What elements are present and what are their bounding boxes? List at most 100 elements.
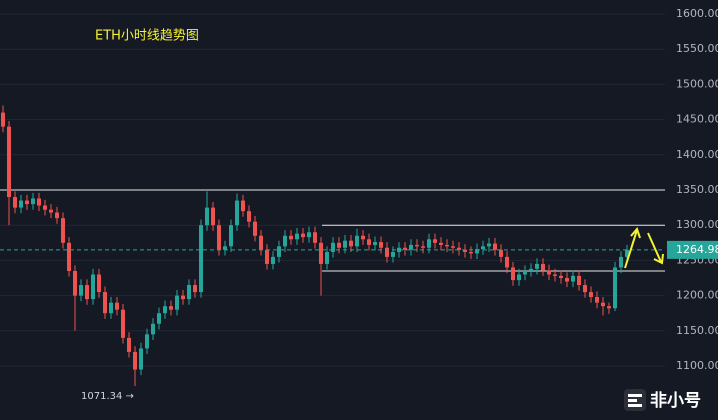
y-tick-label: 1550.00 [676,42,718,55]
y-tick-label: 1200.00 [676,289,718,302]
candle-body [439,242,443,245]
candle-body [247,211,251,222]
candle-body [517,274,521,281]
candle-body [475,249,479,254]
candle-body [205,207,209,226]
candle-body [1,112,5,127]
candle-body [55,212,59,219]
candle-body [577,275,581,286]
candle-body [97,274,101,293]
candle-body [175,295,179,310]
candle-body [265,249,269,264]
candle-body [127,337,131,352]
candle-body [505,256,509,268]
candle-body [85,285,89,300]
arrowhead [630,227,641,239]
candle-body [463,249,467,252]
y-tick-label: 1150.00 [676,324,718,337]
candle-body [367,239,371,245]
candle-body [607,306,611,309]
candle-body [235,200,239,226]
candle-body [385,247,389,257]
logo-bar [628,399,637,402]
candle-body [211,207,215,226]
candle-body [595,297,599,303]
candle-body [427,239,431,248]
candle-body [79,285,83,296]
y-tick-label: 1400.00 [676,148,718,161]
candle-body [415,244,419,247]
candle-body [31,198,35,205]
watermark: 非小号 [650,390,701,411]
y-tick-label: 1350.00 [676,183,718,196]
candle-body [163,306,167,314]
candle-body [145,334,149,349]
candle-body [217,225,221,250]
candle-body [535,263,539,269]
candle-body [523,270,527,275]
candle-body [379,242,383,248]
candle-body [103,292,107,314]
candle-body [271,256,275,264]
forecast-arrows [624,227,664,269]
candle-body [295,233,299,240]
candle-body [37,198,41,206]
candle-body [457,247,461,250]
candle-body [289,235,293,240]
candle-body [67,242,71,271]
candle-body [319,242,323,264]
candle-body [601,302,605,307]
candle-body [499,249,503,257]
candle-body [169,306,173,310]
candle-body [151,323,155,335]
candle-body [625,249,629,257]
logo-bar [628,394,642,397]
candle-body [361,235,365,240]
candle-body [325,251,329,264]
arrow-down [647,232,662,263]
candle-body [115,302,119,310]
candle-body [355,235,359,247]
candle-body [349,240,353,247]
candle-body [121,309,125,338]
candle-body [559,275,563,279]
candle-body [7,126,11,198]
candle-body [61,218,65,243]
candle-body [331,242,335,252]
candle-body [25,200,29,205]
candle-body [571,275,575,282]
candle-body [529,268,533,271]
candle-body [343,240,347,248]
y-tick-label: 1100.00 [676,359,718,372]
candle-body [469,251,473,254]
candle-body [301,233,305,238]
candle-body [613,267,617,309]
candle-body [487,243,491,247]
candle-body [391,251,395,257]
candle-body [133,351,137,370]
candle-body [307,232,311,238]
candle-body [73,270,77,296]
candle-body [553,274,557,276]
candle-body [109,302,113,314]
candle-body [421,246,425,248]
candle-body [13,197,17,208]
candle-body [403,247,407,250]
candle-body [253,221,257,236]
candle-body [229,225,233,247]
candle-body [199,225,203,293]
candle-body [259,235,263,250]
candle-body [583,285,587,293]
candle-body [313,232,317,243]
candle-body [283,235,287,247]
candle-body [373,242,377,245]
y-tick-label: 1450.00 [676,113,718,126]
candle-body [19,200,23,208]
candle-body [49,209,53,213]
candle-body [157,313,161,324]
candle-body [223,246,227,250]
candle-body [277,246,281,257]
candle-body [589,292,593,298]
candle-body [193,285,197,293]
